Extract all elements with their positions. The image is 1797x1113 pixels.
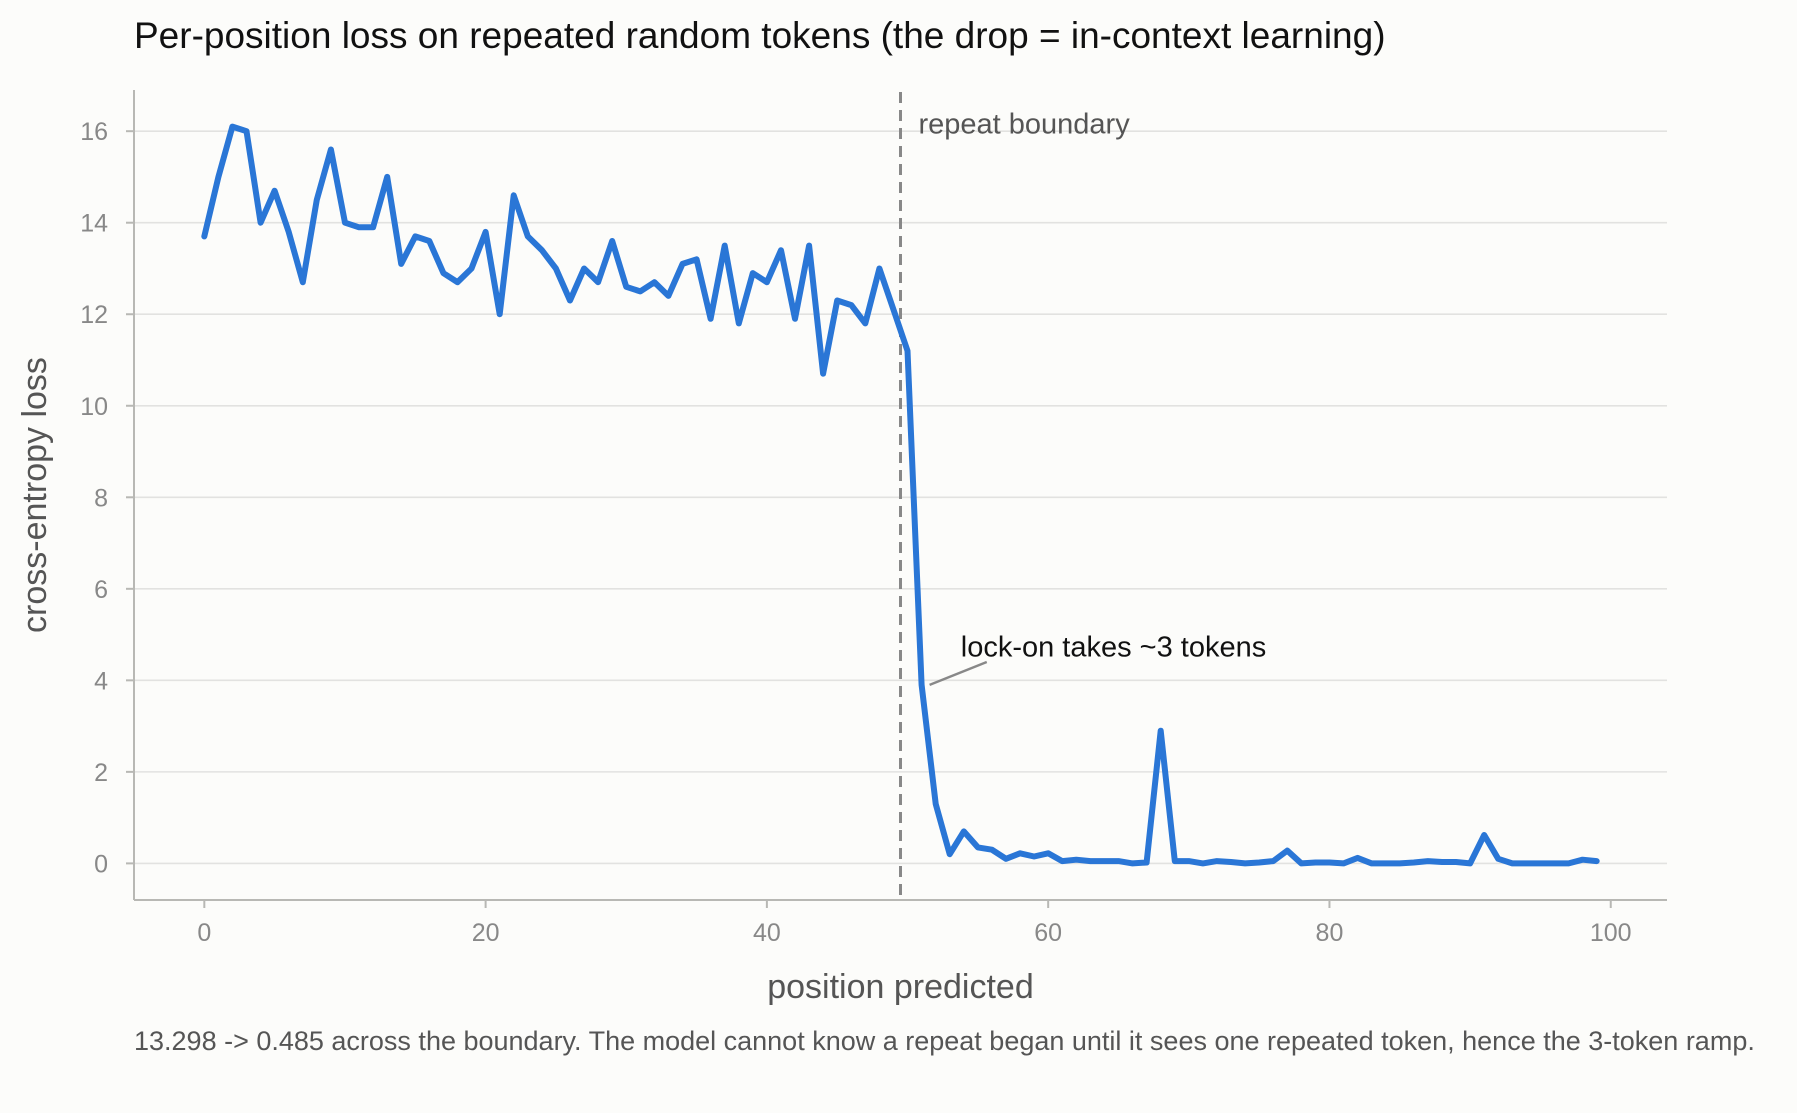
x-tick-label-80: 80	[1316, 919, 1344, 947]
boundary-label: repeat boundary	[919, 108, 1131, 140]
y-axis-label: cross-entropy loss	[16, 357, 54, 633]
axes	[133, 90, 1667, 901]
y-tick-label-14: 14	[80, 210, 108, 238]
y-tick-label-2: 2	[94, 759, 108, 787]
annotation-group: lock-on takes ~3 tokens	[929, 631, 1266, 687]
y-tick-label-4: 4	[94, 667, 108, 695]
annotation-arrow	[929, 660, 988, 687]
x-tick-label-60: 60	[1034, 919, 1062, 947]
y-tick-label-8: 8	[94, 484, 108, 512]
y-tick-label-10: 10	[80, 393, 108, 421]
y-tick-label-16: 16	[80, 118, 108, 146]
x-tick-label-0: 0	[197, 919, 211, 947]
y-tick-label-6: 6	[94, 576, 108, 604]
series-group	[201, 123, 1600, 867]
x-tick-label-20: 20	[472, 919, 500, 947]
series-line-0	[201, 123, 1600, 867]
chart-title: Per-position loss on repeated random tok…	[134, 15, 1386, 56]
x-tick-label-40: 40	[753, 919, 781, 947]
y-tick-label-0: 0	[94, 850, 108, 878]
x-axis-label: position predicted	[767, 968, 1034, 1006]
x-ticks: 0 20 40 60 80 100	[197, 900, 1632, 947]
x-tick-label-100: 100	[1590, 919, 1632, 947]
repeat-boundary-marker: repeat boundary	[899, 92, 1131, 900]
y-tick-label-12: 12	[80, 301, 108, 329]
y-ticks: 0 2 4 6 8 10 12 14 16	[80, 118, 134, 878]
annotation-label: lock-on takes ~3 tokens	[961, 631, 1266, 663]
chart-caption: 13.298 -> 0.485 across the boundary. The…	[134, 1026, 1755, 1056]
